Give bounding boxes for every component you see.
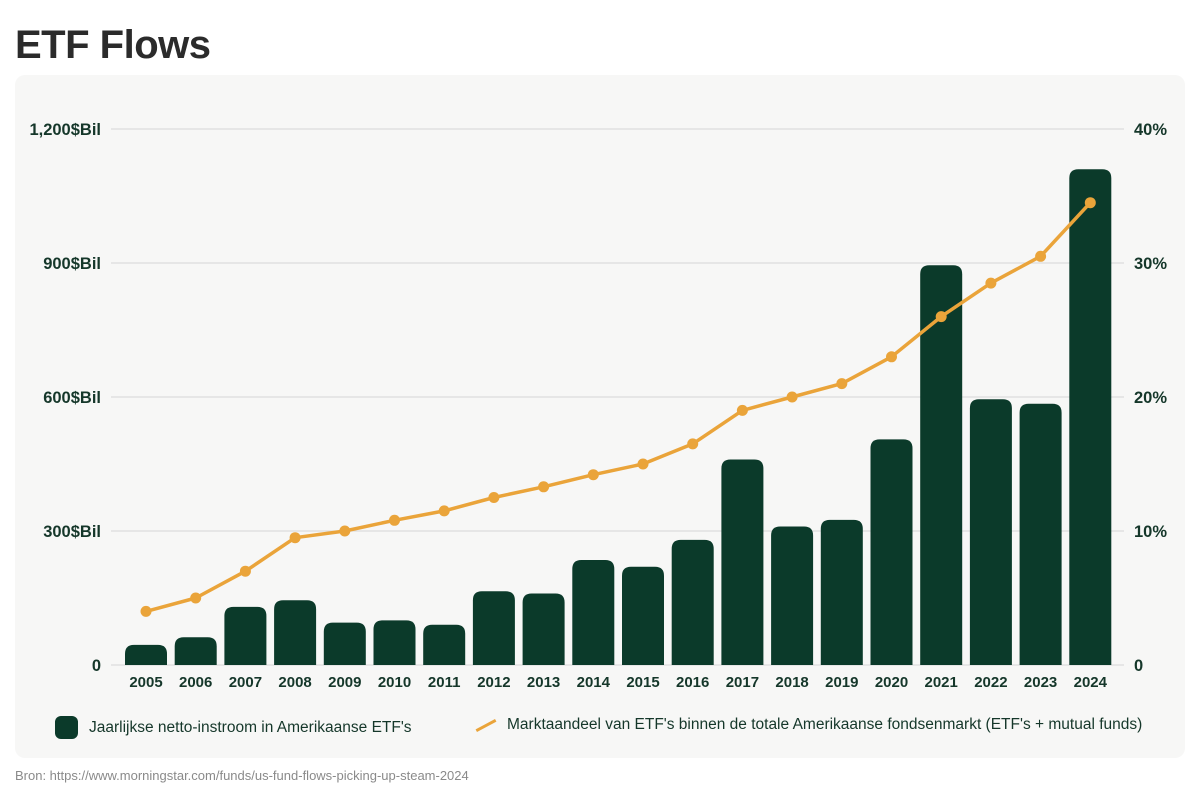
svg-text:2019: 2019: [825, 674, 858, 691]
svg-text:2014: 2014: [577, 674, 611, 691]
svg-text:600$Bil: 600$Bil: [43, 389, 101, 407]
svg-text:10%: 10%: [1134, 523, 1167, 541]
svg-text:2021: 2021: [925, 674, 958, 691]
svg-text:2020: 2020: [875, 674, 908, 691]
svg-text:30%: 30%: [1134, 255, 1167, 273]
svg-text:2017: 2017: [726, 674, 759, 691]
svg-text:2010: 2010: [378, 674, 411, 691]
svg-text:2005: 2005: [129, 674, 162, 691]
svg-text:0: 0: [92, 657, 101, 675]
svg-text:40%: 40%: [1134, 121, 1167, 139]
svg-text:900$Bil: 900$Bil: [43, 255, 101, 273]
svg-text:2011: 2011: [428, 674, 461, 691]
svg-text:2016: 2016: [676, 674, 709, 691]
svg-text:2018: 2018: [775, 674, 808, 691]
svg-text:2022: 2022: [974, 674, 1007, 691]
svg-text:20%: 20%: [1134, 389, 1167, 407]
svg-text:2007: 2007: [229, 674, 262, 691]
svg-text:2015: 2015: [626, 674, 659, 691]
svg-text:0: 0: [1134, 657, 1143, 675]
svg-text:2013: 2013: [527, 674, 560, 691]
svg-text:300$Bil: 300$Bil: [43, 523, 101, 541]
svg-text:2006: 2006: [179, 674, 212, 691]
svg-text:2008: 2008: [278, 674, 311, 691]
svg-text:2023: 2023: [1024, 674, 1057, 691]
svg-text:2012: 2012: [477, 674, 510, 691]
svg-text:1,200$Bil: 1,200$Bil: [29, 121, 101, 139]
svg-text:2009: 2009: [328, 674, 361, 691]
svg-text:2024: 2024: [1074, 674, 1108, 691]
